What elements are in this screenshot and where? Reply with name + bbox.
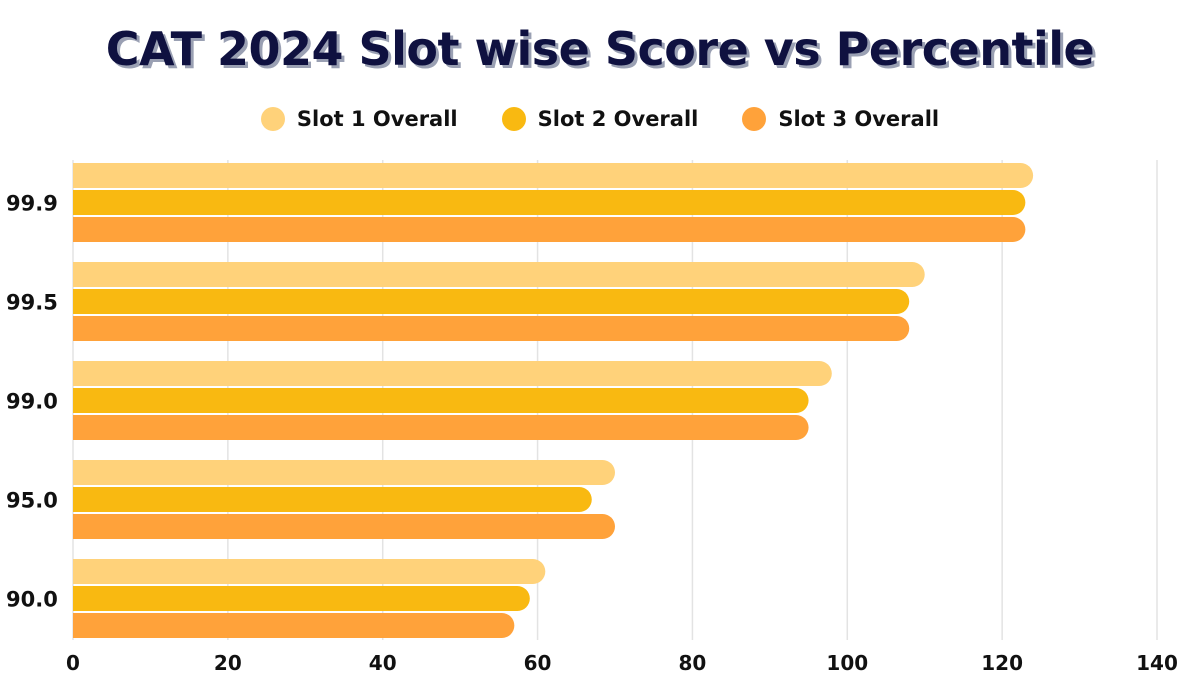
bar-90.0-slot-3 (73, 613, 515, 638)
x-tick-label: 80 (679, 651, 707, 675)
legend-label-slot-1: Slot 1 Overall (296, 107, 458, 131)
bar-99.0-slot-1 (73, 361, 832, 386)
y-category-label: 99.9 (6, 192, 58, 216)
bar-99.9-slot-2 (73, 190, 1026, 215)
bar-99.9-slot-1 (73, 163, 1034, 188)
legend-label-slot-3: Slot 3 Overall (778, 107, 940, 131)
bar-99.0-slot-2 (73, 388, 809, 413)
x-tick-label: 0 (66, 651, 80, 675)
chart-title: CAT 2024 Slot wise Score vs Percentile (105, 22, 1095, 76)
bar-99.5-slot-1 (73, 262, 925, 287)
y-category-label: 95.0 (6, 489, 58, 513)
legend-item-slot-2: Slot 2 Overall (501, 107, 699, 131)
x-tick-label: 100 (826, 651, 868, 675)
x-tick-label: 60 (524, 651, 552, 675)
legend-swatch-slot-2 (501, 107, 526, 131)
legend-label-slot-2: Slot 2 Overall (537, 107, 699, 131)
legend-swatch-slot-3 (742, 107, 767, 131)
bars (73, 163, 1034, 638)
x-tick-label: 40 (369, 651, 397, 675)
legend-swatch-slot-1 (260, 107, 285, 131)
y-category-label: 99.0 (6, 390, 58, 414)
bar-99.0-slot-3 (73, 415, 809, 440)
y-category-label: 99.5 (6, 291, 58, 315)
x-tick-label: 20 (214, 651, 242, 675)
y-category-label: 90.0 (6, 588, 58, 612)
bar-99.9-slot-3 (73, 217, 1026, 242)
legend-item-slot-1: Slot 1 Overall (260, 107, 458, 131)
y-axis-labels: 99.9 99.5 99.0 95.0 90.0 (6, 192, 58, 612)
x-tick-label: 120 (981, 651, 1023, 675)
bar-99.5-slot-3 (73, 316, 910, 341)
bar-95.0-slot-1 (73, 460, 615, 485)
legend: Slot 1 Overall Slot 2 Overall Slot 3 Ove… (0, 103, 1200, 135)
bar-90.0-slot-1 (73, 559, 546, 584)
bar-99.5-slot-2 (73, 289, 910, 314)
x-axis-ticks: 0 20 40 60 80 100 120 140 (66, 651, 1178, 675)
bar-95.0-slot-2 (73, 487, 592, 512)
x-tick-label: 140 (1136, 651, 1178, 675)
bar-90.0-slot-2 (73, 586, 530, 611)
legend-item-slot-3: Slot 3 Overall (742, 107, 939, 131)
bar-95.0-slot-3 (73, 514, 615, 539)
